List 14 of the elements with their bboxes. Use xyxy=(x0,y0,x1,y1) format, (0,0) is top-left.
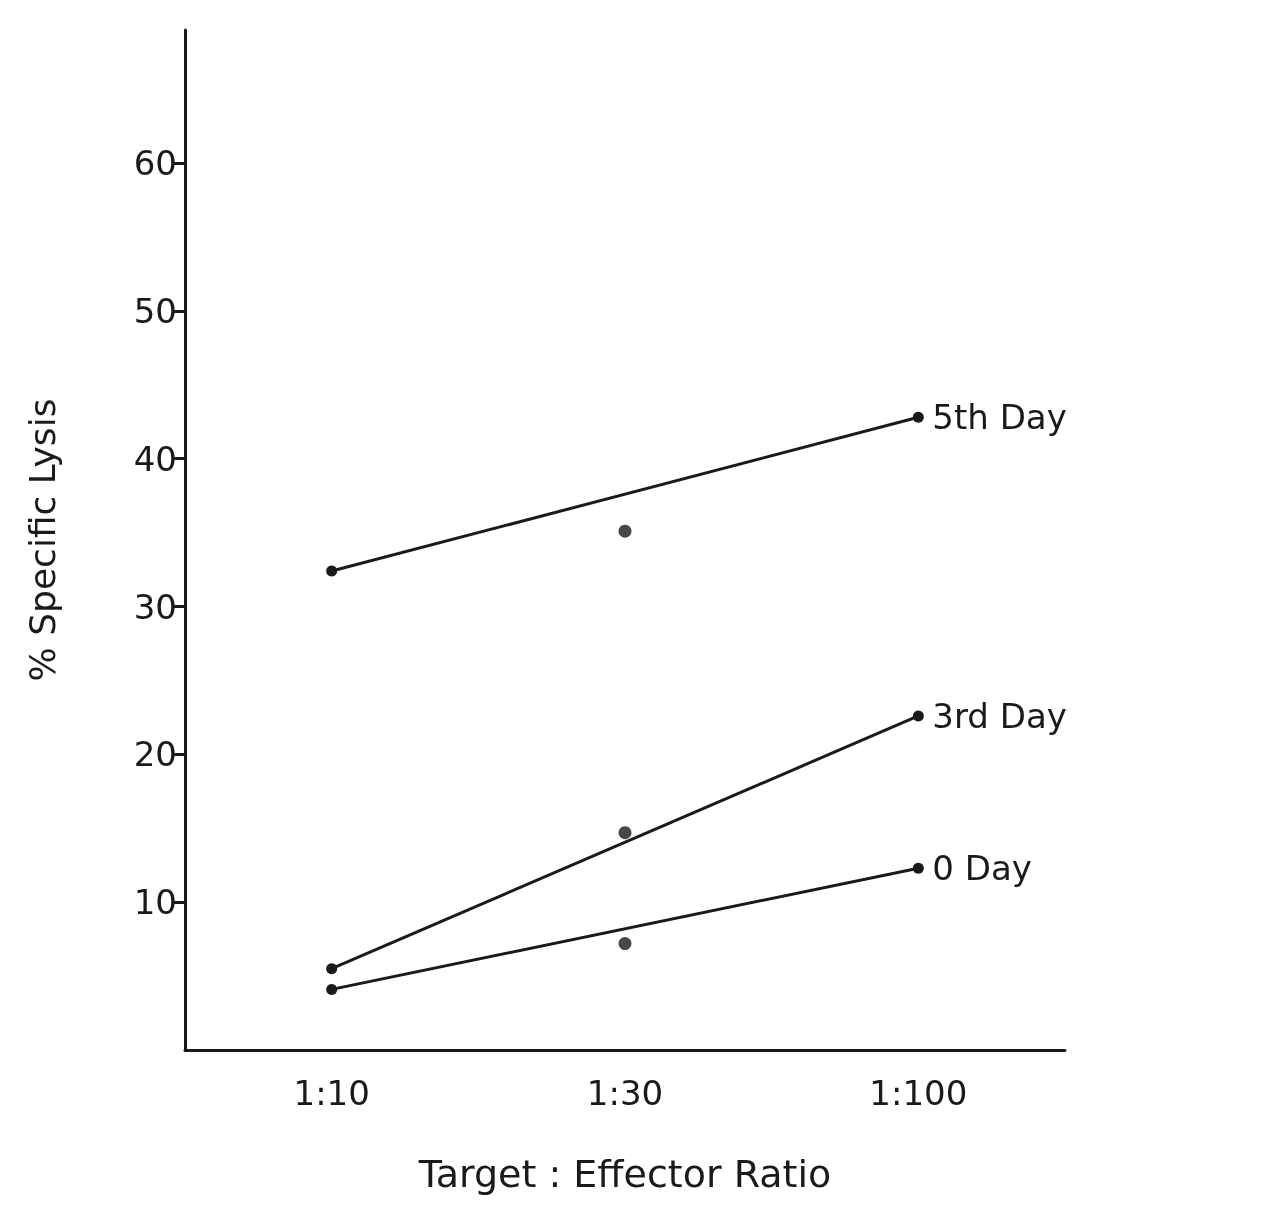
y-tick-label: 30 xyxy=(133,586,177,627)
x-tick-label: 1:10 xyxy=(293,1073,370,1113)
y-tick-label: 40 xyxy=(133,438,177,479)
x-tick-label: 1:100 xyxy=(869,1073,968,1113)
series-label: 0 Day xyxy=(932,848,1032,889)
x-axis-title: Target : Effector Ratio xyxy=(417,1152,832,1196)
series-label: 5th Day xyxy=(932,397,1067,438)
series-label: 3rd Day xyxy=(932,695,1067,736)
y-tick-label: 50 xyxy=(133,290,177,331)
y-tick-label: 10 xyxy=(133,882,177,923)
y-tick-label: 60 xyxy=(133,143,177,184)
x-tick-label: 1:30 xyxy=(586,1073,664,1113)
y-tick-label: 20 xyxy=(133,734,177,775)
y-axis-title: % Specific Lysis xyxy=(21,398,63,682)
